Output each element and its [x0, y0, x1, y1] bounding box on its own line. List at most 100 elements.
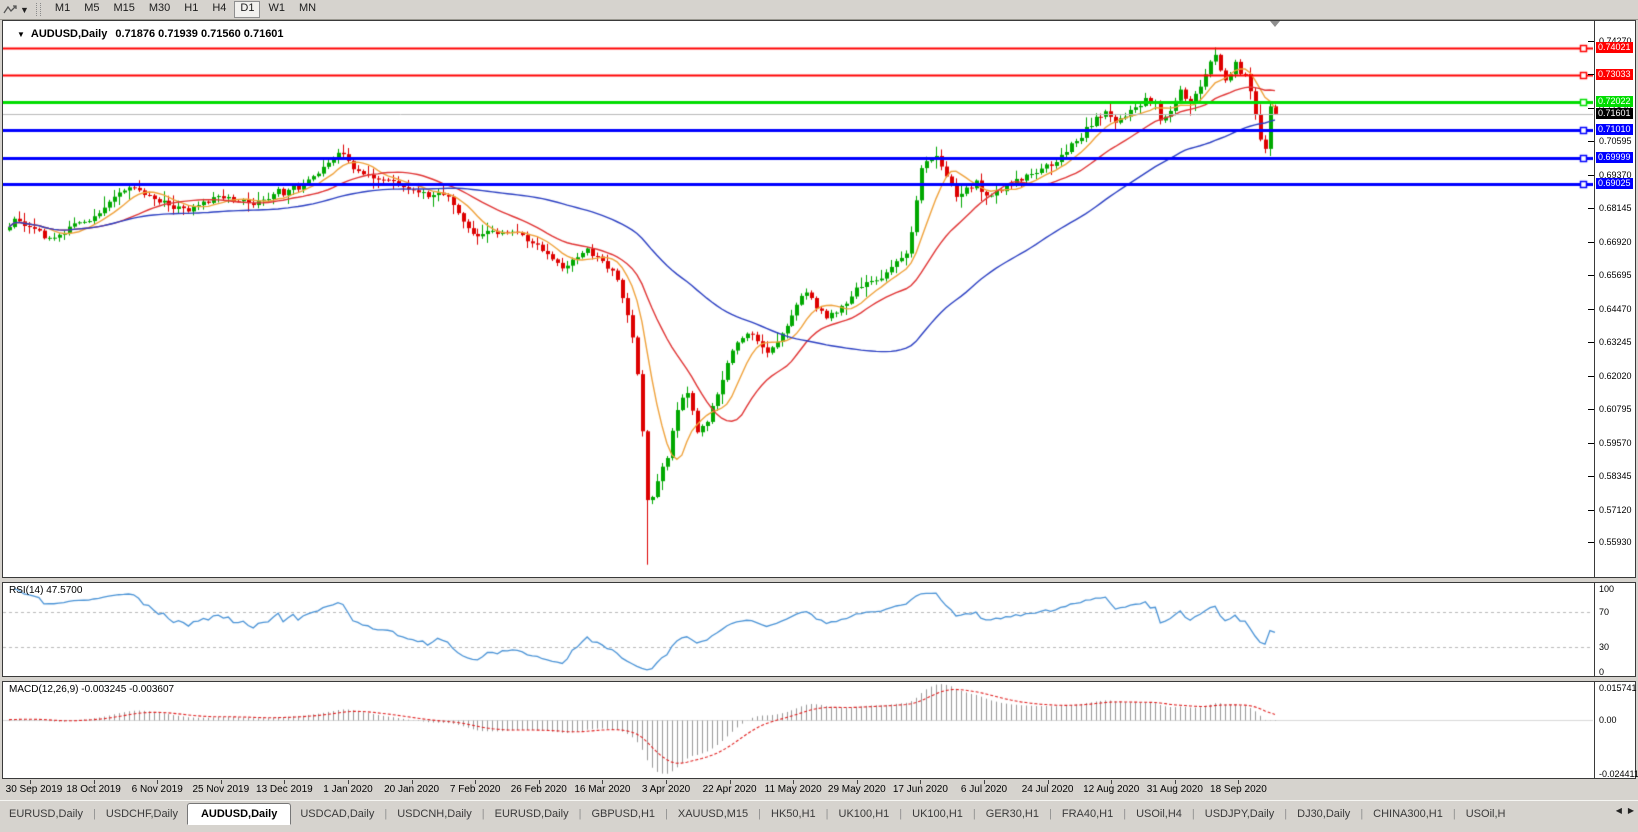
chart-tab-usoil-h[interactable]: USOil,H [1465, 808, 1506, 820]
rsi-tick-label: 100 [1599, 584, 1615, 594]
chart-tab-hk50-h1[interactable]: HK50,H1 [771, 808, 816, 820]
timeframe-button-M15[interactable]: M15 [113, 2, 135, 14]
tab-separator: | [1191, 808, 1195, 820]
chart-tab-china300-h1[interactable]: CHINA300,H1 [1373, 808, 1443, 820]
date-tick-mark [1048, 780, 1049, 784]
price-tick-mark [1588, 175, 1594, 176]
chart-tab-eurusd-daily[interactable]: EURUSD,Daily [9, 808, 83, 820]
chart-tab-dj30-daily[interactable]: DJ30,Daily [1297, 808, 1351, 820]
date-label: 26 Feb 2020 [510, 784, 567, 795]
date-tick-mark [475, 780, 476, 784]
chart-tab-fra40-h1[interactable]: FRA40,H1 [1061, 808, 1114, 820]
ohlc-values: 0.71876 0.71939 0.71560 0.71601 [115, 28, 284, 40]
tab-separator: | [1048, 808, 1052, 820]
date-tick-mark [412, 780, 413, 784]
date-tick-mark [920, 780, 921, 784]
tab-scroll-buttons: ◀ ▶ [1612, 803, 1637, 818]
timeframe-button-M30[interactable]: M30 [148, 2, 171, 14]
date-label: 29 May 2020 [827, 784, 886, 795]
date-label: 18 Oct 2019 [66, 784, 121, 795]
timeframe-button-M5[interactable]: M5 [84, 2, 100, 14]
chart-tab-usdcnh-daily[interactable]: USDCNH,Daily [397, 808, 472, 820]
date-label: 17 Jun 2020 [892, 784, 948, 795]
date-label: 20 Jan 2020 [384, 784, 440, 795]
timeframe-button-D1[interactable]: D1 [234, 1, 261, 18]
tab-separator: | [92, 808, 96, 820]
chart-shift-marker-icon[interactable] [1270, 21, 1280, 27]
chart-tab-uk100-h1[interactable]: UK100,H1 [838, 808, 890, 820]
price-tick-label: 0.55930 [1599, 537, 1632, 548]
date-label: 7 Feb 2020 [449, 784, 501, 795]
date-label: 18 Sep 2020 [1210, 784, 1267, 795]
date-label: 6 Nov 2019 [131, 784, 183, 795]
date-tick-mark [157, 780, 158, 784]
rsi-axis-border [1594, 583, 1595, 676]
rsi-tick-label: 70 [1599, 607, 1610, 618]
timeframe-button-H4[interactable]: H4 [212, 2, 227, 14]
chevron-down-icon[interactable]: ▼ [20, 4, 29, 15]
date-tick-mark [94, 780, 95, 784]
tab-separator: | [972, 808, 976, 820]
chart-title: ▼ AUDUSD,Daily 0.71876 0.71939 0.71560 0.7… [17, 28, 284, 40]
tab-separator: | [384, 808, 388, 820]
price-tick-label: 0.69370 [1599, 169, 1632, 180]
date-tick-mark [1238, 780, 1239, 784]
price-tick-label: 0.63245 [1599, 337, 1632, 348]
date-label: 25 Nov 2019 [192, 784, 250, 795]
chart-tab-ger30-h1[interactable]: GER30,H1 [985, 808, 1039, 820]
price-tick-label: 0.59570 [1599, 437, 1632, 448]
date-label: 3 Apr 2020 [641, 784, 691, 795]
timeframe-button-H1[interactable]: H1 [184, 2, 199, 14]
tab-scroll-right-button[interactable]: ▶ [1627, 806, 1634, 815]
date-tick-mark [221, 780, 222, 784]
price-tick-mark [1588, 510, 1594, 511]
chart-mode-icon[interactable] [3, 4, 18, 16]
main-chart-canvas[interactable] [3, 21, 1593, 577]
tab-separator: | [1452, 808, 1456, 820]
macd-tick-label: -0.024411 [1599, 769, 1638, 779]
price-tick-mark [1588, 242, 1594, 243]
tab-separator: | [758, 808, 762, 820]
chart-tab-eurusd-daily[interactable]: EURUSD,Daily [494, 808, 569, 820]
hline-price-label: 0.72022 [1596, 96, 1633, 108]
price-tick-label: 0.65695 [1599, 270, 1632, 281]
date-label: 6 Jul 2020 [960, 784, 1008, 795]
price-tick-mark [1588, 309, 1594, 310]
hline-price-label: 0.69999 [1596, 151, 1633, 163]
rsi-canvas[interactable] [3, 583, 1593, 676]
price-tick-label: 0.64470 [1599, 303, 1632, 314]
price-tick-mark [1588, 208, 1594, 209]
rsi-label: RSI(14) 47.5700 [9, 585, 83, 596]
price-tick-mark [1588, 141, 1594, 142]
chart-tab-xauusd-m15[interactable]: XAUUSD,M15 [677, 808, 749, 820]
date-axis[interactable]: 30 Sep 2019 18 Oct 2019 6 Nov 2019 25 Nov 2… [2, 780, 1596, 799]
date-tick-mark [984, 780, 985, 784]
chart-tab-uk100-h1[interactable]: UK100,H1 [912, 808, 963, 820]
macd-axis-border [1594, 682, 1595, 778]
timeframe-buttons: M1 M5 M15 M30 H1 H4 D1 W1 MN [48, 1, 323, 18]
symbol-dropdown-icon[interactable]: ▼ [17, 30, 25, 39]
chart-tab-bar: EURUSD,Daily | USDCHF,Daily AUDUSD,Daily USD… [0, 800, 1638, 827]
chart-tab-audusd-daily[interactable]: AUDUSD,Daily [186, 803, 292, 825]
timeframe-button-MN[interactable]: MN [298, 2, 317, 14]
chart-tab-usdcad-daily[interactable]: USDCAD,Daily [300, 808, 375, 820]
price-tick-label: 0.68145 [1599, 203, 1632, 214]
price-tick-label: 0.70595 [1599, 136, 1632, 147]
chart-tab-gbpusd-h1[interactable]: GBPUSD,H1 [591, 808, 656, 820]
macd-tick-label: 0.015741 [1599, 683, 1637, 693]
macd-canvas[interactable] [3, 682, 1593, 778]
toolbar-grip[interactable] [35, 3, 41, 16]
chart-tab-usoil-h4[interactable]: USOil,H4 [1136, 808, 1182, 820]
price-tick-mark [1588, 342, 1594, 343]
chart-tab-usdjpy-daily[interactable]: USDJPY,Daily [1204, 808, 1275, 820]
chart-tab-usdchf-daily[interactable]: USDCHF,Daily [105, 808, 178, 820]
date-label: 11 May 2020 [764, 784, 822, 795]
tab-scroll-left-button[interactable]: ◀ [1615, 806, 1622, 815]
timeframe-button-W1[interactable]: W1 [268, 2, 285, 14]
timeframe-button-M1[interactable]: M1 [54, 2, 71, 14]
current-price-label: 0.71601 [1596, 107, 1633, 119]
date-tick-mark [1111, 780, 1112, 784]
rsi-tick-label: 0 [1599, 667, 1605, 677]
price-tick-mark [1588, 41, 1594, 42]
